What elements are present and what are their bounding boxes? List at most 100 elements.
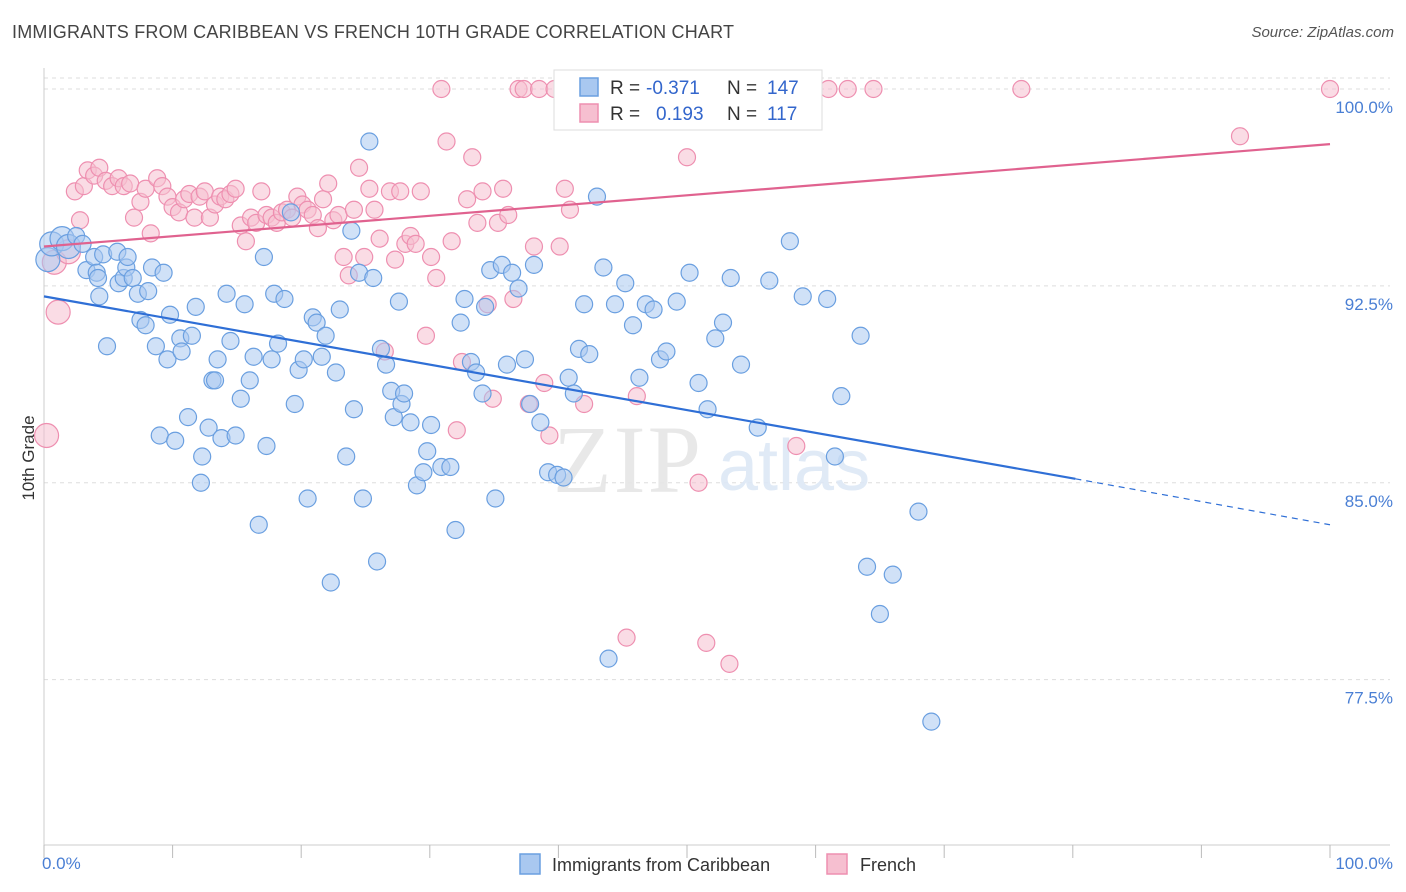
french-point [391,182,410,201]
french-point [406,234,425,253]
caribbean-point [136,316,155,335]
caribbean-point [285,394,304,414]
y-axis-label: 10th Grade [19,415,38,500]
caribbean-point [473,384,492,403]
caribbean-point [441,457,460,477]
french-point [344,200,364,219]
french-trend-line [43,143,1331,248]
caribbean-point [922,712,941,731]
watermark: ZIP atlas [553,406,870,513]
caribbean-point [680,263,699,282]
bottom-legend-swatch-blue [519,853,541,875]
caribbean-point [509,279,528,298]
caribbean-point [594,258,613,277]
french-point [617,628,636,647]
caribbean-point [244,347,263,366]
caribbean-point [780,232,799,251]
french-point [33,422,60,449]
caribbean-point [226,426,245,445]
caribbean-point [97,337,117,356]
caribbean-point [312,347,331,366]
french-point [185,208,204,227]
caribbean-point [521,394,540,414]
caribbean-point [870,604,890,624]
caribbean-point [587,187,607,206]
caribbean-point [713,313,733,332]
stats-n-value-2: 117 [767,104,797,125]
caribbean-point [706,329,725,348]
caribbean-point [760,271,779,290]
caribbean-point [353,489,373,508]
french-point [319,174,338,193]
caribbean-trend-line [43,295,1076,480]
caribbean-point [793,287,812,306]
french-point [411,182,430,201]
caribbean-points [35,132,941,731]
caribbean-point [118,247,137,267]
french-point [427,268,446,288]
stats-r-label-1: R = [610,78,640,99]
caribbean-point [342,221,361,240]
caribbean-point [158,350,177,369]
caribbean-point [605,295,625,314]
caribbean-point [455,289,474,309]
french-point [555,179,574,198]
french-point [370,229,389,248]
caribbean-point [667,292,686,311]
french-point [1320,79,1340,99]
french-points [33,79,1340,673]
caribbean-point [344,400,364,419]
caribbean-point [262,350,281,369]
french-point [494,179,513,198]
bottom-legend-label-pink: French [860,855,916,875]
caribbean-point [486,489,505,508]
caribbean-point [883,565,902,584]
caribbean-point [316,326,335,345]
french-point [1230,127,1250,146]
caribbean-point [825,447,844,466]
caribbean-point [186,297,205,316]
french-point [838,79,857,99]
caribbean-point [418,442,437,461]
french-point [787,436,806,456]
caribbean-point [731,355,751,374]
caribbean-point [575,295,594,314]
caribbean-point [360,132,379,151]
caribbean-point [221,331,240,351]
stats-n-label-1: N = [727,78,757,99]
french-point [524,237,544,256]
stats-r-value-2: 0.193 [656,104,704,125]
french-point [689,473,708,492]
axes [43,68,1390,858]
x-tick-label-min: 0.0% [42,854,81,873]
french-point [45,299,71,325]
trend-lines [43,143,1331,526]
french-point [530,79,549,99]
caribbean-point [389,292,409,311]
caribbean-point [497,355,517,374]
caribbean-point [394,384,414,403]
french-point [540,426,559,445]
caribbean-point [123,268,142,288]
french-point [365,200,384,219]
caribbean-point [294,350,313,369]
watermark-zip: ZIP [553,406,703,513]
y-tick-label: 92.5% [1345,295,1393,314]
french-point [432,79,451,99]
caribbean-point [832,387,851,406]
caribbean-point [851,326,870,345]
french-point [442,232,461,251]
caribbean-point [580,345,599,364]
french-point [121,174,140,193]
caribbean-point [166,431,185,450]
french-point [864,79,883,99]
french-point [349,158,369,177]
caribbean-point [90,287,109,306]
caribbean-point [524,255,544,274]
caribbean-point [531,413,550,432]
caribbean-point [275,289,294,309]
french-point [385,250,405,269]
french-point [329,205,348,225]
caribbean-point [281,203,301,222]
